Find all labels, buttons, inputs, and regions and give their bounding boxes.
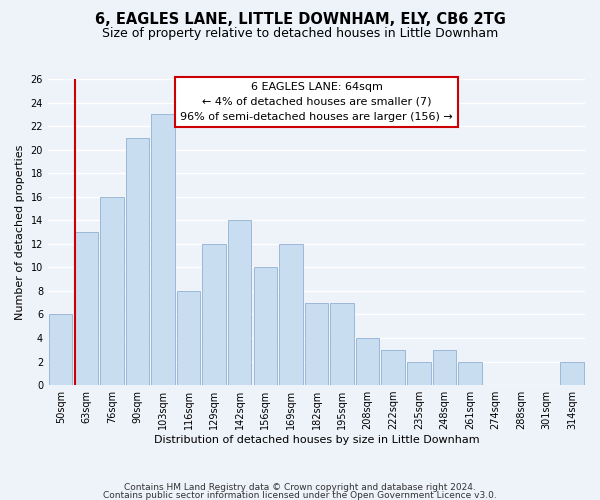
- X-axis label: Distribution of detached houses by size in Little Downham: Distribution of detached houses by size …: [154, 435, 479, 445]
- Bar: [407, 362, 431, 385]
- Text: 6 EAGLES LANE: 64sqm
← 4% of detached houses are smaller (7)
96% of semi-detache: 6 EAGLES LANE: 64sqm ← 4% of detached ho…: [180, 82, 453, 122]
- Bar: [125, 138, 149, 385]
- Bar: [228, 220, 251, 385]
- Bar: [560, 362, 584, 385]
- Bar: [254, 268, 277, 385]
- Bar: [305, 302, 328, 385]
- Text: Contains HM Land Registry data © Crown copyright and database right 2024.: Contains HM Land Registry data © Crown c…: [124, 483, 476, 492]
- Text: 6, EAGLES LANE, LITTLE DOWNHAM, ELY, CB6 2TG: 6, EAGLES LANE, LITTLE DOWNHAM, ELY, CB6…: [95, 12, 505, 28]
- Bar: [356, 338, 379, 385]
- Bar: [49, 314, 73, 385]
- Bar: [100, 196, 124, 385]
- Bar: [202, 244, 226, 385]
- Bar: [433, 350, 456, 385]
- Bar: [177, 291, 200, 385]
- Text: Size of property relative to detached houses in Little Downham: Size of property relative to detached ho…: [102, 28, 498, 40]
- Y-axis label: Number of detached properties: Number of detached properties: [15, 144, 25, 320]
- Bar: [382, 350, 405, 385]
- Bar: [279, 244, 302, 385]
- Bar: [74, 232, 98, 385]
- Bar: [151, 114, 175, 385]
- Bar: [330, 302, 354, 385]
- Text: Contains public sector information licensed under the Open Government Licence v3: Contains public sector information licen…: [103, 490, 497, 500]
- Bar: [458, 362, 482, 385]
